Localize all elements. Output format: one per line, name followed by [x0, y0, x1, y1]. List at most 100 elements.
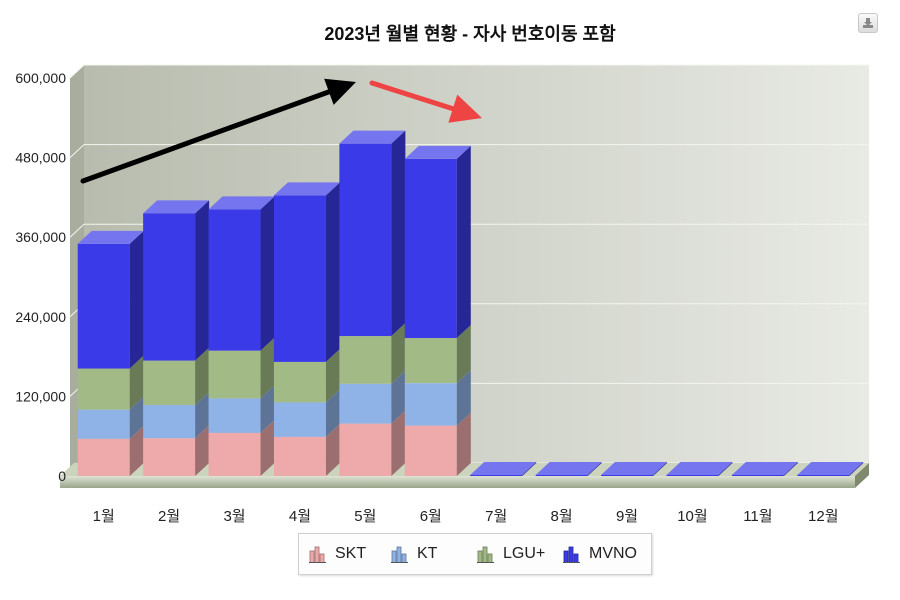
bar-segment[interactable] — [797, 475, 850, 476]
y-tick-label: 0 — [58, 468, 66, 484]
bar-group — [273, 182, 340, 476]
bar-segment-side — [849, 462, 864, 476]
bar-segment-top — [143, 200, 210, 214]
x-tick-label: 10월 — [677, 508, 708, 525]
bar-segment[interactable] — [143, 360, 196, 406]
bar-segment[interactable] — [339, 336, 392, 384]
legend-swatch-bar — [396, 546, 402, 564]
bar-segment-top — [404, 145, 471, 159]
x-tick-label: 8월 — [551, 508, 573, 525]
x-tick-label: 1월 — [93, 508, 115, 525]
bar-segment[interactable] — [77, 368, 130, 410]
bar-group — [601, 462, 668, 476]
export-button[interactable] — [858, 13, 878, 33]
annotation-arrow — [369, 80, 482, 123]
bar-segment-side — [325, 389, 340, 437]
bar-segment[interactable] — [208, 350, 261, 399]
bar-segment[interactable] — [143, 405, 196, 439]
bar-segment[interactable] — [143, 438, 196, 476]
bar-segment-side — [718, 462, 733, 476]
bar-segment-top — [208, 196, 275, 210]
bar-segment[interactable] — [339, 143, 392, 337]
plot-floor-side — [855, 463, 869, 488]
chart-legend: SKT KT LGU+ MVNO — [298, 533, 652, 575]
legend-swatch-bar — [573, 553, 579, 564]
gridline — [69, 64, 869, 79]
legend-swatch-base — [309, 562, 326, 563]
bar-segment[interactable] — [339, 383, 392, 424]
bar-group — [404, 145, 471, 476]
bar-group — [797, 462, 864, 476]
legend-swatch-icon — [309, 545, 329, 564]
legend-swatch-icon — [563, 545, 583, 564]
bar-segment[interactable] — [208, 432, 261, 476]
legend-label: SKT — [335, 545, 367, 562]
bar-group — [666, 462, 733, 476]
x-tick-label: 5월 — [354, 508, 376, 525]
bar-segment-side — [456, 325, 471, 384]
bar-segment[interactable] — [77, 409, 130, 439]
bar-segment[interactable] — [731, 475, 784, 476]
bar-segment-top — [470, 462, 537, 475]
bar-group — [339, 130, 406, 476]
bar-segment[interactable] — [535, 475, 588, 476]
bar-segment-side — [456, 145, 471, 339]
x-tick-label: 2월 — [158, 508, 180, 525]
legend-label: LGU+ — [503, 545, 546, 562]
x-tick-label: 6월 — [420, 508, 442, 525]
bar-segment[interactable] — [404, 425, 457, 476]
x-tick-label: 12월 — [808, 508, 839, 525]
bar-segment[interactable] — [339, 423, 392, 476]
x-tick-label: 11월 — [743, 508, 772, 525]
bar-segment[interactable] — [404, 158, 457, 339]
bar-segment-side — [325, 423, 340, 476]
bar-group — [208, 196, 275, 476]
legend-item-mvno[interactable]: MVNO — [563, 544, 637, 564]
bar-segment[interactable] — [77, 243, 130, 369]
y-tick-label: 600,000 — [15, 70, 66, 86]
bar-segment[interactable] — [273, 402, 326, 437]
bar-segment-side — [587, 462, 602, 476]
legend-item-lgu[interactable]: LGU+ — [477, 544, 545, 564]
bar-segment-top — [535, 462, 602, 475]
legend-swatch-bar — [314, 546, 320, 564]
bar-group — [731, 462, 798, 476]
bar-segment[interactable] — [470, 475, 523, 476]
bar-group — [77, 230, 144, 476]
bar-segment[interactable] — [208, 209, 261, 351]
bar-segment[interactable] — [666, 475, 719, 476]
bar-segment[interactable] — [143, 213, 196, 361]
chart-title: 2023년 월별 현황 - 자사 번호이동 포함 — [324, 23, 616, 44]
legend-item-kt[interactable]: KT — [391, 544, 437, 564]
bar-segment-top — [666, 462, 733, 475]
y-tick-label: 360,000 — [15, 229, 66, 245]
bar-segment-side — [129, 425, 144, 476]
bar-segment[interactable] — [601, 475, 654, 476]
legend-label: KT — [417, 545, 438, 562]
bar-segment-top — [339, 130, 406, 144]
bar-segment-side — [195, 347, 210, 406]
bar-segment[interactable] — [273, 195, 326, 362]
legend-label: MVNO — [589, 545, 637, 562]
bar-segment-side — [325, 182, 340, 362]
bar-segment[interactable] — [77, 438, 130, 476]
bar-segment[interactable] — [208, 398, 261, 433]
bar-segment-side — [325, 348, 340, 403]
bar-segment-top — [273, 182, 340, 196]
legend-swatch-icon — [477, 545, 497, 564]
bar-segment[interactable] — [404, 383, 457, 426]
bar-segment-top — [797, 462, 864, 475]
bar-segment-side — [391, 410, 406, 476]
bar-segment-side — [260, 196, 275, 351]
bar-segment[interactable] — [273, 361, 326, 403]
bar-segment-top — [601, 462, 668, 475]
bar-segment-top — [77, 230, 144, 244]
legend-swatch-bar — [319, 553, 325, 564]
bar-segment-side — [260, 385, 275, 433]
bar-group — [535, 462, 602, 476]
legend-item-skt[interactable]: SKT — [309, 544, 366, 564]
bar-segment-side — [195, 200, 210, 361]
bar-segment[interactable] — [273, 436, 326, 476]
legend-swatch-bar — [477, 550, 483, 564]
bar-segment[interactable] — [404, 338, 457, 384]
